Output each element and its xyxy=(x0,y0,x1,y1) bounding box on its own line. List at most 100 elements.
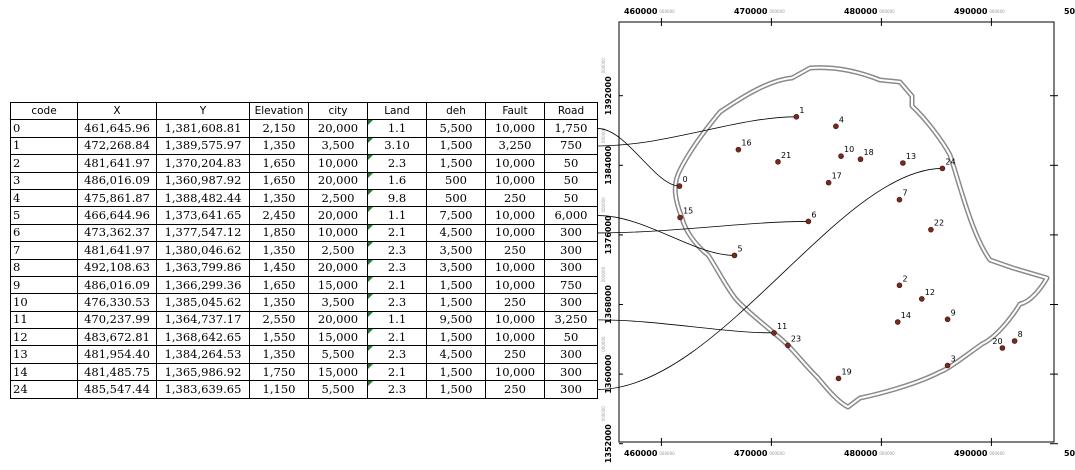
table-row: 11 470,237.99 1,364,737.17 2,550 20,000 1.1 9,… xyxy=(10,310,598,330)
cell-elevation: 1,150 xyxy=(249,380,309,399)
cell-elevation: 1,350 xyxy=(249,241,309,260)
table-row: 2 481,641.97 1,370,204.83 1,650 10,000 2.3 1,5… xyxy=(10,154,598,173)
x-tick-label-top: 470000 xyxy=(734,7,768,16)
sample-point-marker xyxy=(919,296,925,302)
cell-x: 481,954.40 xyxy=(77,345,157,364)
sample-point-label: 23 xyxy=(791,334,801,343)
column-header-road: Road xyxy=(544,101,598,121)
x-tick-label-top: 500000 xyxy=(1064,7,1075,16)
y-tick-label: 1376000 xyxy=(604,215,613,254)
y-tick-suffix: 000000 xyxy=(601,406,606,422)
sample-point-label: 20 xyxy=(992,337,1002,346)
cell-road: 50 xyxy=(544,328,598,347)
x-tick-label-bottom: 470000 xyxy=(734,449,768,458)
cell-x: 475,861.87 xyxy=(77,188,157,208)
sample-point-label: 12 xyxy=(925,288,935,297)
x-tick-suffix-top: 000000 xyxy=(659,9,675,14)
sample-point-label: 3 xyxy=(951,355,956,364)
cell-x: 492,108.63 xyxy=(77,258,157,277)
leader-line xyxy=(597,128,680,187)
cell-deh: 1,500 xyxy=(426,380,486,399)
sample-point-label: 4 xyxy=(839,115,844,124)
cell-deh: 1,500 xyxy=(426,275,486,295)
sample-point-marker xyxy=(825,179,832,186)
boundary-outline-inner xyxy=(674,66,1048,408)
cell-fault: 250 xyxy=(485,380,545,399)
sample-point-label: 15 xyxy=(683,207,693,216)
cell-fault: 10,000 xyxy=(485,275,545,295)
cell-land: 2.3 xyxy=(367,154,427,173)
cell-y: 1,389,575.97 xyxy=(156,136,250,156)
sample-point-marker xyxy=(835,375,842,382)
sample-point-label: 11 xyxy=(777,322,787,331)
sample-point-marker xyxy=(939,165,946,172)
y-tick-suffix: 000000 xyxy=(601,58,606,74)
y-tick-label: 1360000 xyxy=(604,354,613,393)
cell-land: 1.6 xyxy=(367,171,427,190)
cell-fault: 10,000 xyxy=(485,119,545,138)
x-tick-suffix-bottom: 000000 xyxy=(769,451,785,456)
cell-road: 300 xyxy=(544,293,598,312)
sample-point-label: 16 xyxy=(741,139,751,148)
y-tick-suffix: 000000 xyxy=(601,127,606,143)
y-tick-label: 1368000 xyxy=(604,285,613,324)
sample-point-label: 22 xyxy=(934,219,944,228)
sample-point-marker xyxy=(677,214,683,221)
cell-deh: 4,500 xyxy=(426,345,486,364)
x-tick-label-bottom: 490000 xyxy=(954,449,988,458)
cell-fault: 3,250 xyxy=(485,136,545,156)
x-tick-label-bottom: 500000 xyxy=(1064,449,1075,458)
cell-elevation: 1,350 xyxy=(249,345,309,364)
sample-point-marker xyxy=(731,252,738,259)
table-row: 24 485,547.44 1,383,639.65 1,150 5,500 2.3 1,5… xyxy=(10,380,598,399)
cell-road: 300 xyxy=(544,345,598,364)
cell-x: 486,016.09 xyxy=(77,171,157,190)
x-tick-label-top: 480000 xyxy=(844,7,878,16)
leader-line xyxy=(597,319,775,334)
sample-point-marker xyxy=(838,153,844,159)
sample-point-marker xyxy=(775,159,781,165)
cell-land: 2.1 xyxy=(367,328,427,347)
sample-point-label: 1 xyxy=(799,106,804,115)
cell-city: 2,500 xyxy=(308,241,368,260)
sample-point-label: 13 xyxy=(906,152,916,161)
sample-point-label: 5 xyxy=(737,244,742,253)
x-tick-suffix-bottom: 000000 xyxy=(659,451,675,456)
sample-point-marker xyxy=(944,316,951,323)
cell-fault: 10,000 xyxy=(485,171,545,190)
sample-point-marker xyxy=(857,156,864,163)
cell-code: 10 xyxy=(10,293,78,312)
table-row: 3 486,016.09 1,360,987.92 1,650 20,000 1.6 500… xyxy=(10,171,598,190)
sample-point-label: 21 xyxy=(781,151,791,160)
cell-fault: 10,000 xyxy=(485,328,545,347)
sample-point-label: 24 xyxy=(945,157,955,166)
cell-city: 10,000 xyxy=(308,223,368,243)
sample-point-label: 9 xyxy=(951,308,956,317)
y-tick-label: 1384000 xyxy=(604,145,613,184)
table-row: 14 481,485.75 1,365,986.92 1,750 15,000 2.1 1,… xyxy=(10,362,598,382)
cell-deh: 1,500 xyxy=(426,362,486,382)
table-row: 9 486,016.09 1,366,299.36 1,650 15,000 2.1 1,5… xyxy=(10,275,598,295)
cell-deh: 1,500 xyxy=(426,154,486,173)
cell-land: 1.1 xyxy=(367,119,427,138)
sample-point-marker xyxy=(771,330,777,336)
cell-elevation: 2,150 xyxy=(249,119,309,138)
cell-city: 10,000 xyxy=(308,154,368,173)
sample-point-label: 10 xyxy=(844,145,854,154)
leader-line xyxy=(597,116,797,147)
cell-x: 485,547.44 xyxy=(77,380,157,399)
sample-point-marker xyxy=(793,113,800,120)
table-row: 13 481,954.40 1,384,264.53 1,350 5,500 2.3 4,5… xyxy=(10,345,598,364)
sample-point-label: 0 xyxy=(683,175,688,184)
map-frame-border xyxy=(618,21,1055,443)
y-tick-label: 1392000 xyxy=(604,76,613,115)
sample-point-marker xyxy=(896,196,903,203)
y-tick-label: 1352000 xyxy=(604,424,613,463)
y-tick-suffix: 000000 xyxy=(601,197,606,213)
table-row: 0 461,645.96 1,381,608.81 2,150 20,000 1.1 5,5… xyxy=(10,119,598,138)
sample-point-marker xyxy=(900,160,906,166)
map-frame xyxy=(618,21,1055,443)
attribute-table: code X Y Elevation city Land deh Fault Road 0 461… xyxy=(10,101,598,399)
sample-point-marker xyxy=(928,226,934,233)
